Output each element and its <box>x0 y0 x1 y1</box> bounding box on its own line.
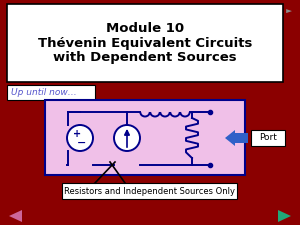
FancyBboxPatch shape <box>7 4 283 82</box>
Circle shape <box>67 125 93 151</box>
FancyBboxPatch shape <box>62 183 237 199</box>
Text: −: − <box>77 138 87 148</box>
FancyBboxPatch shape <box>7 85 95 100</box>
FancyBboxPatch shape <box>45 100 245 175</box>
Text: Resistors and Independent Sources Only: Resistors and Independent Sources Only <box>64 187 235 196</box>
FancyBboxPatch shape <box>251 130 285 146</box>
Polygon shape <box>231 133 248 143</box>
Text: +: + <box>73 129 81 139</box>
Text: Up until now…: Up until now… <box>11 88 77 97</box>
Polygon shape <box>9 210 22 222</box>
Circle shape <box>114 125 140 151</box>
Text: ◄: ◄ <box>286 5 292 14</box>
Text: Port: Port <box>259 133 277 142</box>
Polygon shape <box>278 210 291 222</box>
Text: Module 10
Thévenin Equivalent Circuits
with Dependent Sources: Module 10 Thévenin Equivalent Circuits w… <box>38 22 252 65</box>
Polygon shape <box>225 130 235 146</box>
